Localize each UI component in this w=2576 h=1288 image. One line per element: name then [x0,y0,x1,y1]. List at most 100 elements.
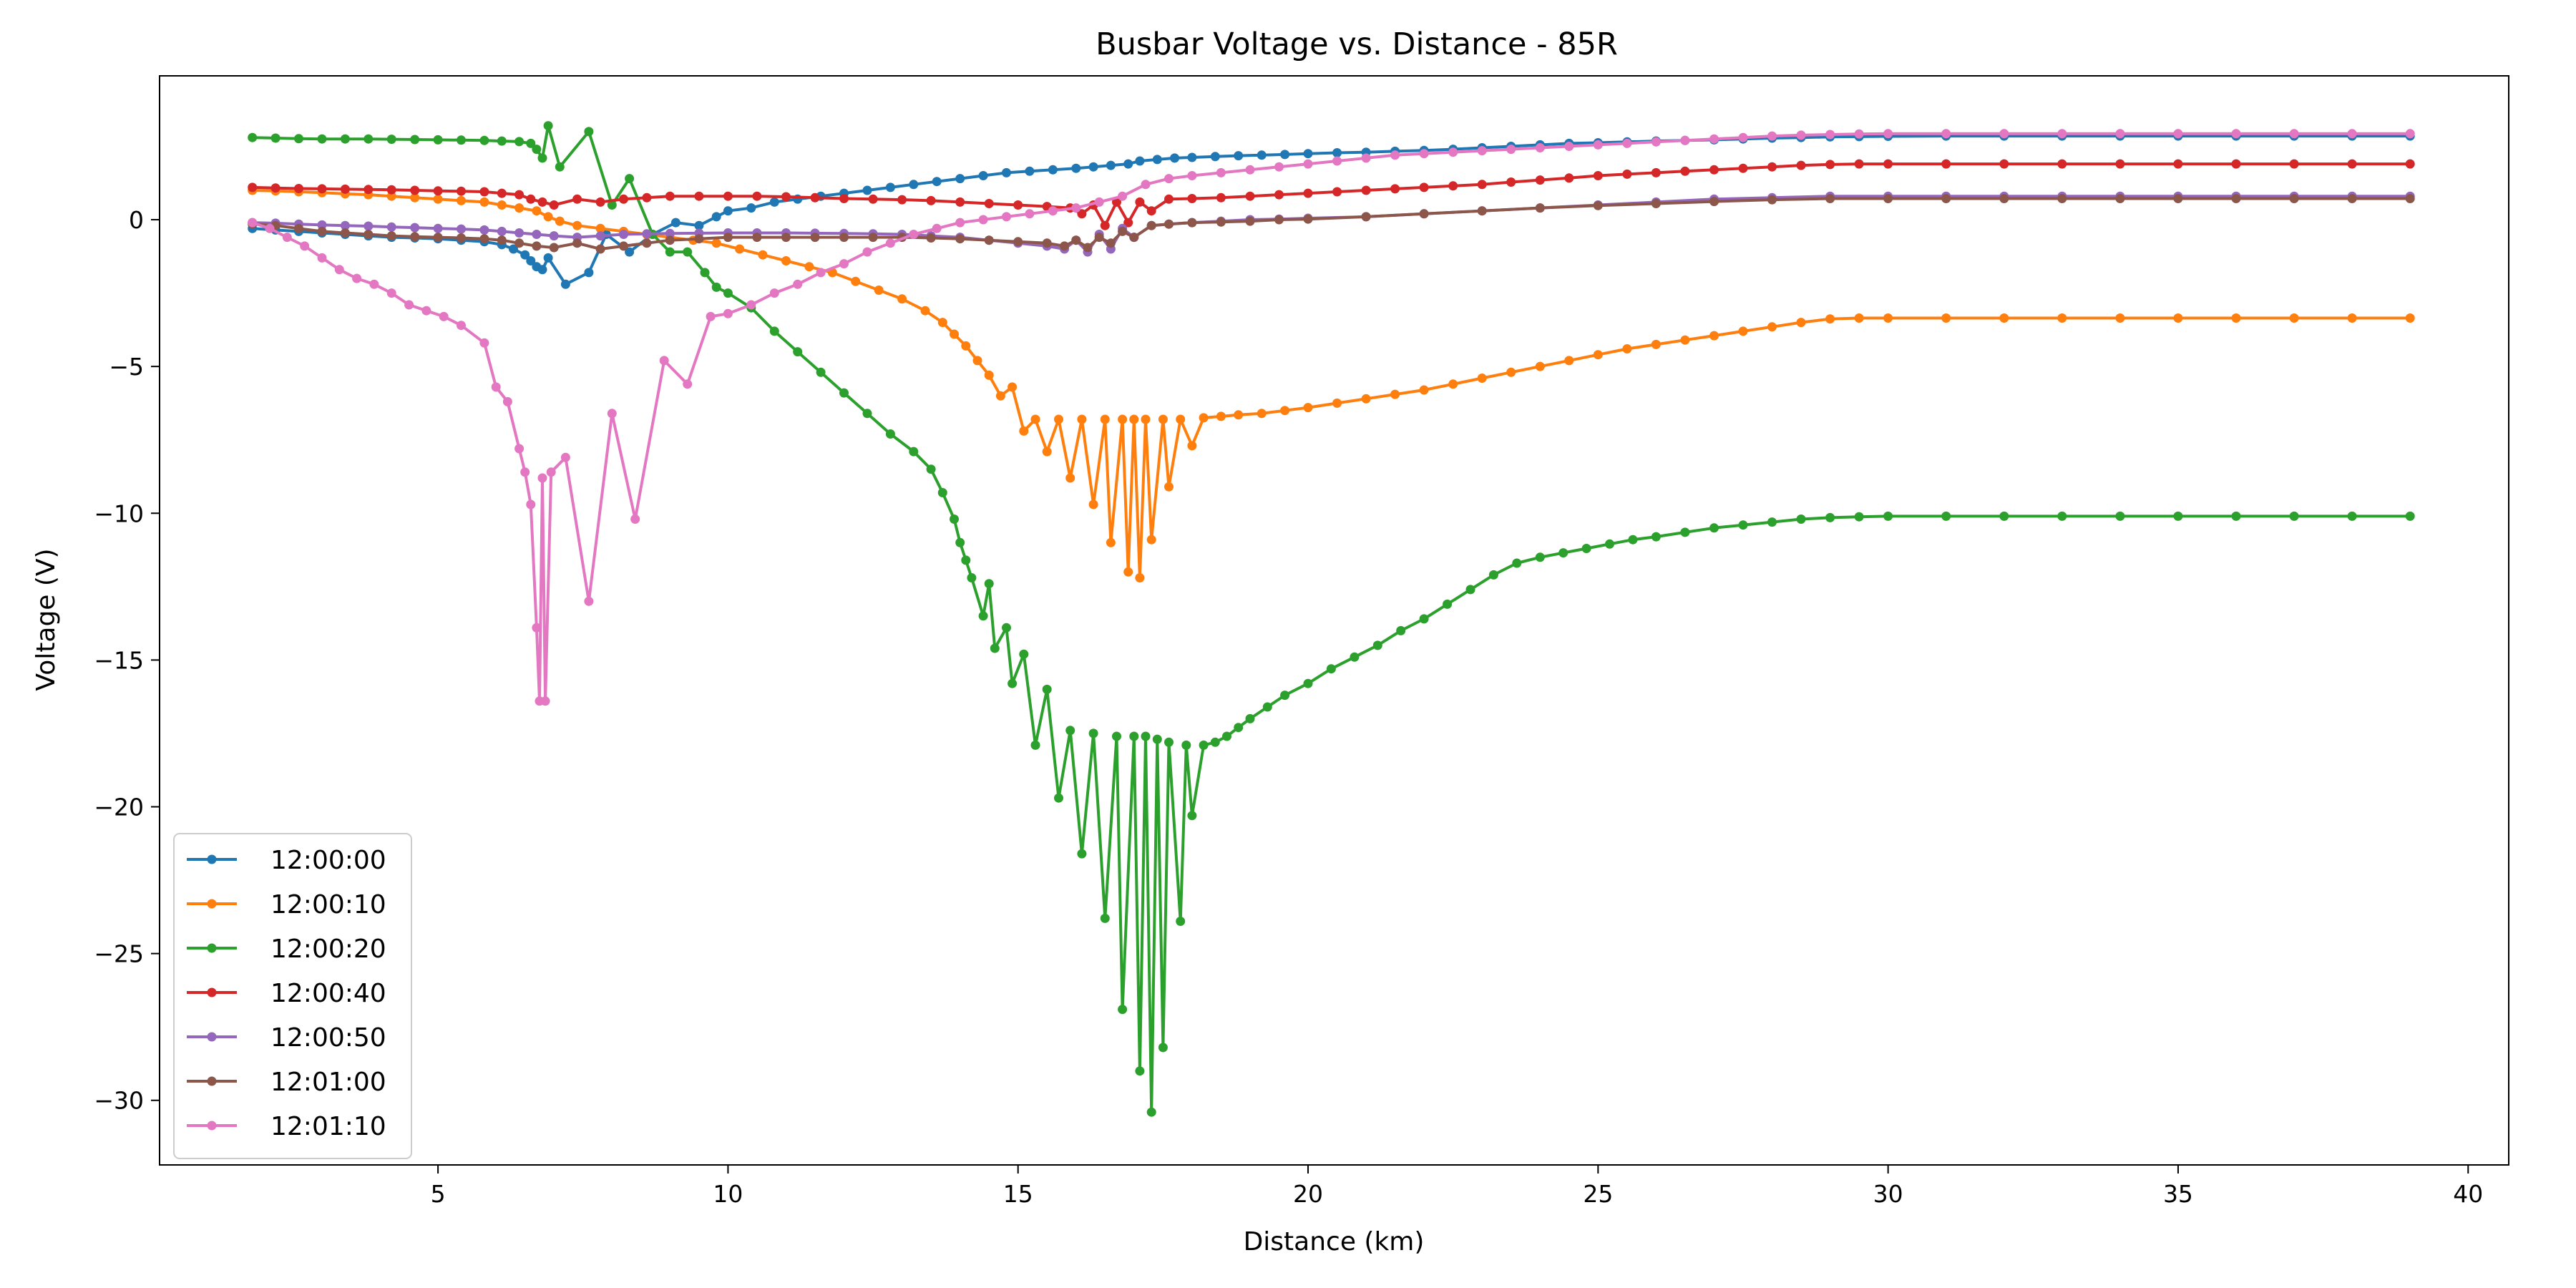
data-point [1680,135,1690,145]
data-point [665,235,675,245]
data-point [2173,194,2183,203]
data-point [2347,129,2357,139]
data-point [1709,523,1719,533]
data-point [1512,558,1522,568]
data-point [1042,447,1052,457]
y-tick-label: −5 [109,353,144,381]
data-point [2289,159,2299,169]
data-point [1825,314,1835,324]
data-point [920,306,930,316]
data-point [1135,197,1145,207]
data-point [1141,414,1151,424]
data-point [1129,731,1139,741]
data-point [735,244,745,254]
data-point [2231,313,2241,323]
data-point [810,192,820,203]
data-point [1350,652,1360,662]
data-point [1030,414,1040,424]
data-point [1767,322,1777,332]
data-point [1535,552,1545,562]
data-point [1141,180,1151,190]
data-point [752,191,762,201]
data-point [1390,389,1400,399]
data-point [1564,356,1574,366]
data-point [1941,511,1951,521]
data-point [1094,233,1104,243]
data-point [386,135,396,145]
data-point [457,224,466,234]
data-point [491,382,501,392]
data-point [694,191,704,201]
data-point [781,192,791,202]
data-point [340,228,350,238]
data-point [386,222,396,232]
data-point [1593,140,1603,150]
data-point [294,134,303,144]
data-point [294,184,303,193]
data-point [2231,129,2241,139]
data-point [514,203,525,213]
data-point [410,232,420,242]
data-point [2057,129,2067,139]
legend-label: 12:00:50 [270,1023,386,1053]
data-point [270,133,280,143]
data-point [532,241,542,251]
data-point [683,379,693,389]
data-point [1274,162,1284,172]
data-point [967,573,977,582]
data-point [1448,147,1458,157]
data-point [665,228,675,238]
data-point [1234,151,1244,161]
data-point [479,135,489,145]
data-point [932,223,942,233]
data-point [340,184,350,194]
data-point [955,218,965,228]
data-point [1825,130,1835,140]
data-point [1245,713,1255,723]
data-point [595,197,605,207]
data-point [1118,414,1128,424]
data-point [270,183,280,193]
data-point [1488,570,1498,580]
data-point [1187,171,1197,180]
series-line [252,124,2411,1114]
data-point [711,212,721,222]
data-point [1303,678,1313,688]
data-point [978,215,988,225]
data-point [2231,511,2241,521]
data-point [2347,159,2357,169]
data-point [990,643,1000,653]
legend-item: 12:01:10 [187,1112,386,1141]
data-point [694,234,704,244]
data-point [1216,192,1226,203]
data-point [282,233,292,243]
series-5 [248,194,2415,254]
data-point [972,356,982,366]
data-point [1199,413,1209,423]
data-point [851,276,861,286]
data-point [897,294,907,304]
data-point [2231,159,2241,169]
data-point [2057,159,2067,169]
data-point [769,197,779,207]
data-point [1332,398,1342,408]
data-point [804,262,814,272]
data-point [549,200,559,210]
data-point [1164,174,1174,184]
data-point [926,195,936,205]
data-point [1077,209,1087,219]
data-point [642,238,652,248]
data-point [2173,159,2183,169]
data-point [1709,165,1719,175]
data-point [2405,129,2415,139]
legend-item: 12:01:00 [187,1068,386,1097]
data-point [584,596,594,606]
data-point [595,223,605,233]
data-point [1605,539,1614,549]
data-point [555,216,565,226]
data-point [537,197,547,207]
data-point [1419,614,1429,624]
data-point [1077,414,1087,424]
data-point [1883,194,1893,203]
legend-box [173,833,412,1159]
